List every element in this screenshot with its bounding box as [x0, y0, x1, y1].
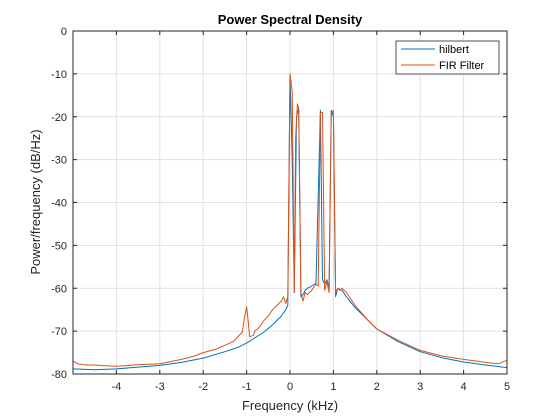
series-line-fir-filter — [72, 73, 508, 367]
y-tick-label: -60 — [51, 283, 67, 295]
y-tick-label: -20 — [51, 112, 67, 124]
y-tick-label: -70 — [51, 326, 67, 338]
y-tick-label: -10 — [51, 69, 67, 81]
x-axis-label: Frequency (kHz) — [242, 398, 338, 413]
x-tick-label: -2 — [198, 381, 208, 393]
x-tick-label: 0 — [287, 381, 293, 393]
y-tick-label: -30 — [51, 155, 67, 167]
x-tick-label: 2 — [374, 381, 380, 393]
y-tick-label: 0 — [61, 26, 67, 38]
x-tick-label: 1 — [330, 381, 336, 393]
y-tick-label: -40 — [51, 198, 67, 210]
x-tick-label: -3 — [155, 381, 165, 393]
y-tick-label: -80 — [51, 369, 67, 381]
x-tick-label: 5 — [504, 381, 510, 393]
legend-label-hilbert: hilbert — [439, 44, 469, 56]
x-tick-label: -1 — [242, 381, 252, 393]
x-tick-label: 4 — [461, 381, 467, 393]
x-tick-label: 3 — [417, 381, 423, 393]
legend: hilbert FIR Filter — [395, 40, 500, 75]
series-line-hilbert — [72, 73, 508, 371]
series-layer — [72, 73, 508, 371]
y-tick-label: -50 — [51, 240, 67, 252]
ticks: -4 -3 -2 -1 0 1 2 3 4 50-10-20-30-40-50-60-70-80 — [51, 26, 510, 393]
y-axis-label: Power/frequency (dB/Hz) — [28, 129, 43, 274]
legend-label-fir-filter: FIR Filter — [439, 60, 485, 72]
chart-title: Power Spectral Density — [218, 12, 363, 27]
legend-box — [395, 40, 500, 75]
x-tick-label: -4 — [112, 381, 122, 393]
